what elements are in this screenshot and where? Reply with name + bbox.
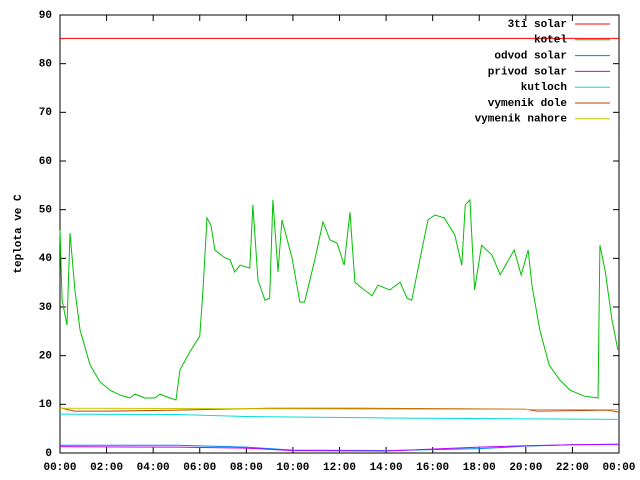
series-line bbox=[59, 407, 620, 411]
series-line bbox=[59, 413, 620, 420]
y-tick-label: 70 bbox=[39, 107, 52, 119]
x-tick-label: 16:00 bbox=[416, 462, 449, 474]
x-tick-label: 00:00 bbox=[602, 462, 635, 474]
series-line bbox=[59, 443, 620, 452]
series-line bbox=[59, 198, 619, 401]
legend-label: vymenik dole bbox=[488, 98, 568, 110]
x-tick-label: 20:00 bbox=[509, 462, 542, 474]
x-tick-label: 18:00 bbox=[463, 462, 496, 474]
y-tick-label: 90 bbox=[39, 10, 52, 22]
y-tick-label: 60 bbox=[39, 156, 52, 168]
x-tick-label: 02:00 bbox=[90, 462, 123, 474]
y-tick-label: 40 bbox=[39, 253, 52, 265]
series-line bbox=[59, 407, 620, 413]
y-axis-label: teplota ve C bbox=[13, 194, 25, 274]
legend-label: kutloch bbox=[521, 82, 567, 94]
y-tick-label: 0 bbox=[45, 448, 52, 460]
x-tick-label: 08:00 bbox=[230, 462, 263, 474]
legend-label: kotel bbox=[534, 35, 567, 47]
legend-label: vymenik nahore bbox=[475, 114, 568, 126]
y-tick-label: 50 bbox=[39, 205, 52, 217]
legend-label: privod solar bbox=[488, 66, 567, 78]
legend-label: 3ti solar bbox=[508, 19, 567, 31]
y-tick-label: 20 bbox=[39, 351, 52, 363]
x-tick-label: 22:00 bbox=[556, 462, 589, 474]
x-tick-label: 06:00 bbox=[183, 462, 216, 474]
legend-label: odvod solar bbox=[494, 51, 567, 63]
y-tick-label: 80 bbox=[39, 59, 52, 71]
x-tick-label: 04:00 bbox=[137, 462, 170, 474]
x-tick-label: 14:00 bbox=[370, 462, 403, 474]
x-tick-label: 10:00 bbox=[276, 462, 309, 474]
x-tick-label: 00:00 bbox=[43, 462, 76, 474]
y-tick-label: 10 bbox=[39, 399, 52, 411]
x-tick-label: 12:00 bbox=[323, 462, 356, 474]
y-tick-label: 30 bbox=[39, 302, 52, 314]
plot-frame bbox=[59, 14, 620, 454]
